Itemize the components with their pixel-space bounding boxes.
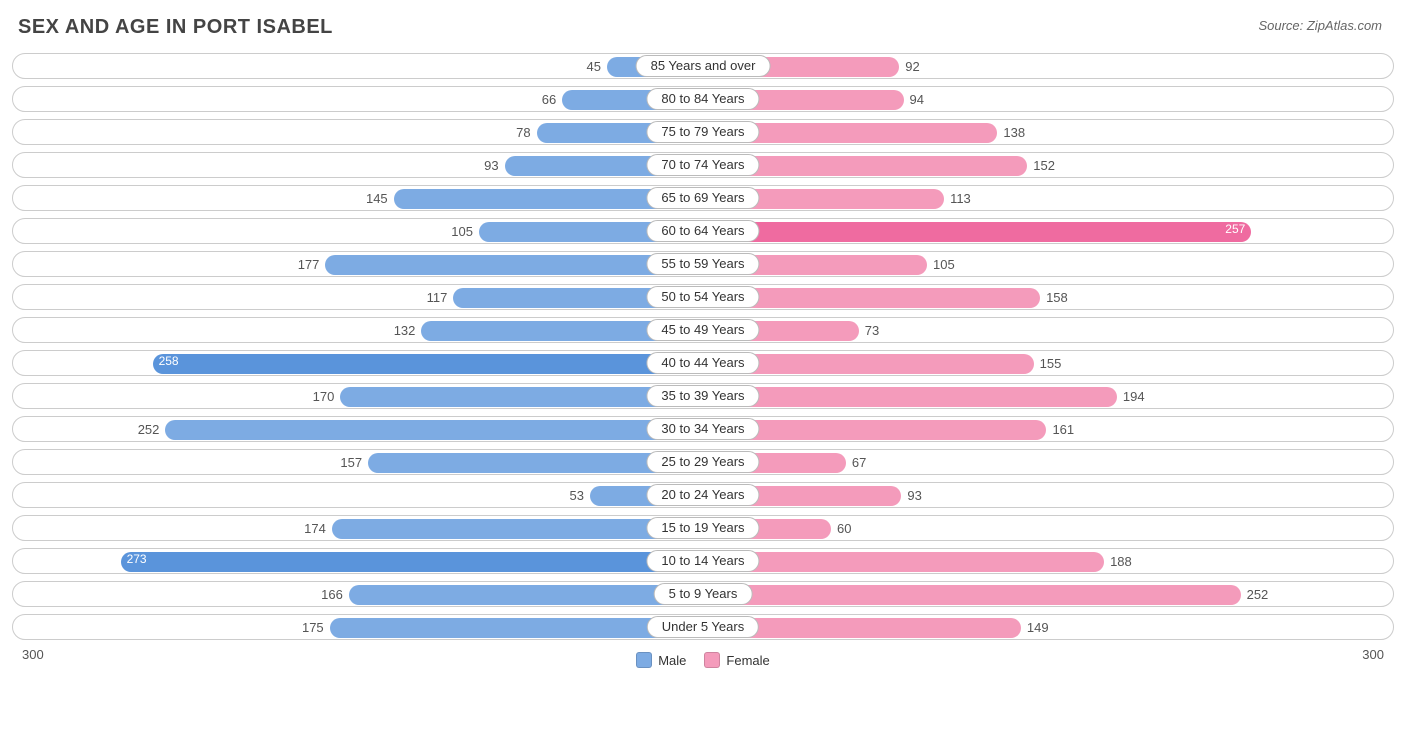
age-group-label: 15 to 19 Years (646, 517, 759, 539)
legend-item: Male (636, 652, 686, 668)
row-track: 35 to 39 Years 170 194 (12, 383, 1394, 409)
age-group-label: 85 Years and over (636, 55, 771, 77)
male-bar (349, 585, 703, 605)
male-value: 273 (119, 549, 155, 569)
age-group-label: 55 to 59 Years (646, 253, 759, 275)
age-group-label: 25 to 29 Years (646, 451, 759, 473)
legend-swatch (636, 652, 652, 668)
legend-item: Female (704, 652, 769, 668)
chart-container: SEX AND AGE IN PORT ISABEL Source: ZipAt… (0, 0, 1406, 740)
chart-title: SEX AND AGE IN PORT ISABEL (12, 10, 1394, 53)
male-value: 252 (138, 417, 160, 443)
row-track: 65 to 69 Years 145 113 (12, 185, 1394, 211)
row-track: 70 to 74 Years 93 152 (12, 152, 1394, 178)
male-bar (165, 420, 703, 440)
row-track: 85 Years and over 45 92 (12, 53, 1394, 79)
legend-label: Male (658, 653, 686, 668)
female-bar (703, 387, 1117, 407)
female-value: 94 (910, 87, 924, 113)
female-bar (703, 552, 1104, 572)
age-group-label: 70 to 74 Years (646, 154, 759, 176)
age-group-label: 50 to 54 Years (646, 286, 759, 308)
female-value: 149 (1027, 615, 1049, 641)
male-value: 45 (587, 54, 601, 80)
row-track: 75 to 79 Years 78 138 (12, 119, 1394, 145)
axis-max-left: 300 (22, 647, 44, 662)
row-track: 5 to 9 Years 166 252 (12, 581, 1394, 607)
female-value: 194 (1123, 384, 1145, 410)
male-bar (153, 354, 703, 374)
row-track: 25 to 29 Years 157 67 (12, 449, 1394, 475)
male-value: 105 (451, 219, 473, 245)
female-value: 152 (1033, 153, 1055, 179)
age-group-label: Under 5 Years (647, 616, 759, 638)
female-bar (703, 222, 1251, 242)
male-value: 93 (484, 153, 498, 179)
chart-rows: 85 Years and over 45 92 80 to 84 Years 66 94 7… (12, 53, 1394, 640)
axis-max-right: 300 (1362, 647, 1384, 662)
age-group-label: 40 to 44 Years (646, 352, 759, 374)
row-track: 40 to 44 Years 258 155 (12, 350, 1394, 376)
male-value: 170 (313, 384, 335, 410)
row-track: 60 to 64 Years 105 257 (12, 218, 1394, 244)
male-value: 132 (394, 318, 416, 344)
male-value: 78 (516, 120, 530, 146)
female-value: 252 (1247, 582, 1269, 608)
female-value: 60 (837, 516, 851, 542)
chart-source: Source: ZipAtlas.com (1258, 18, 1382, 33)
male-value: 53 (569, 483, 583, 509)
chart-footer: 300 Male Female 300 (12, 647, 1394, 673)
male-value: 145 (366, 186, 388, 212)
female-value: 155 (1040, 351, 1062, 377)
row-track: 10 to 14 Years 273 188 (12, 548, 1394, 574)
age-group-label: 80 to 84 Years (646, 88, 759, 110)
male-value: 175 (302, 615, 324, 641)
female-value: 188 (1110, 549, 1132, 575)
age-group-label: 20 to 24 Years (646, 484, 759, 506)
female-value: 93 (907, 483, 921, 509)
male-value: 117 (427, 285, 448, 311)
male-value: 177 (298, 252, 320, 278)
male-bar (121, 552, 703, 572)
age-group-label: 65 to 69 Years (646, 187, 759, 209)
female-value: 105 (933, 252, 955, 278)
row-track: 15 to 19 Years 174 60 (12, 515, 1394, 541)
male-value: 258 (151, 351, 187, 371)
age-group-label: 5 to 9 Years (654, 583, 753, 605)
female-value: 113 (950, 186, 971, 212)
legend: Male Female (636, 652, 770, 668)
age-group-label: 35 to 39 Years (646, 385, 759, 407)
row-track: 20 to 24 Years 53 93 (12, 482, 1394, 508)
female-value: 161 (1052, 417, 1074, 443)
row-track: 30 to 34 Years 252 161 (12, 416, 1394, 442)
age-group-label: 45 to 49 Years (646, 319, 759, 341)
male-value: 157 (340, 450, 362, 476)
male-value: 166 (321, 582, 343, 608)
female-value: 73 (865, 318, 879, 344)
age-group-label: 10 to 14 Years (646, 550, 759, 572)
female-value: 257 (1217, 219, 1253, 239)
female-value: 67 (852, 450, 866, 476)
age-group-label: 75 to 79 Years (646, 121, 759, 143)
legend-label: Female (726, 653, 769, 668)
row-track: 55 to 59 Years 177 105 (12, 251, 1394, 277)
legend-swatch (704, 652, 720, 668)
row-track: 50 to 54 Years 117 158 (12, 284, 1394, 310)
row-track: Under 5 Years 175 149 (12, 614, 1394, 640)
age-group-label: 60 to 64 Years (646, 220, 759, 242)
age-group-label: 30 to 34 Years (646, 418, 759, 440)
female-value: 138 (1003, 120, 1025, 146)
row-track: 80 to 84 Years 66 94 (12, 86, 1394, 112)
row-track: 45 to 49 Years 132 73 (12, 317, 1394, 343)
male-value: 174 (304, 516, 326, 542)
female-value: 158 (1046, 285, 1068, 311)
male-value: 66 (542, 87, 556, 113)
female-bar (703, 585, 1241, 605)
female-value: 92 (905, 54, 919, 80)
